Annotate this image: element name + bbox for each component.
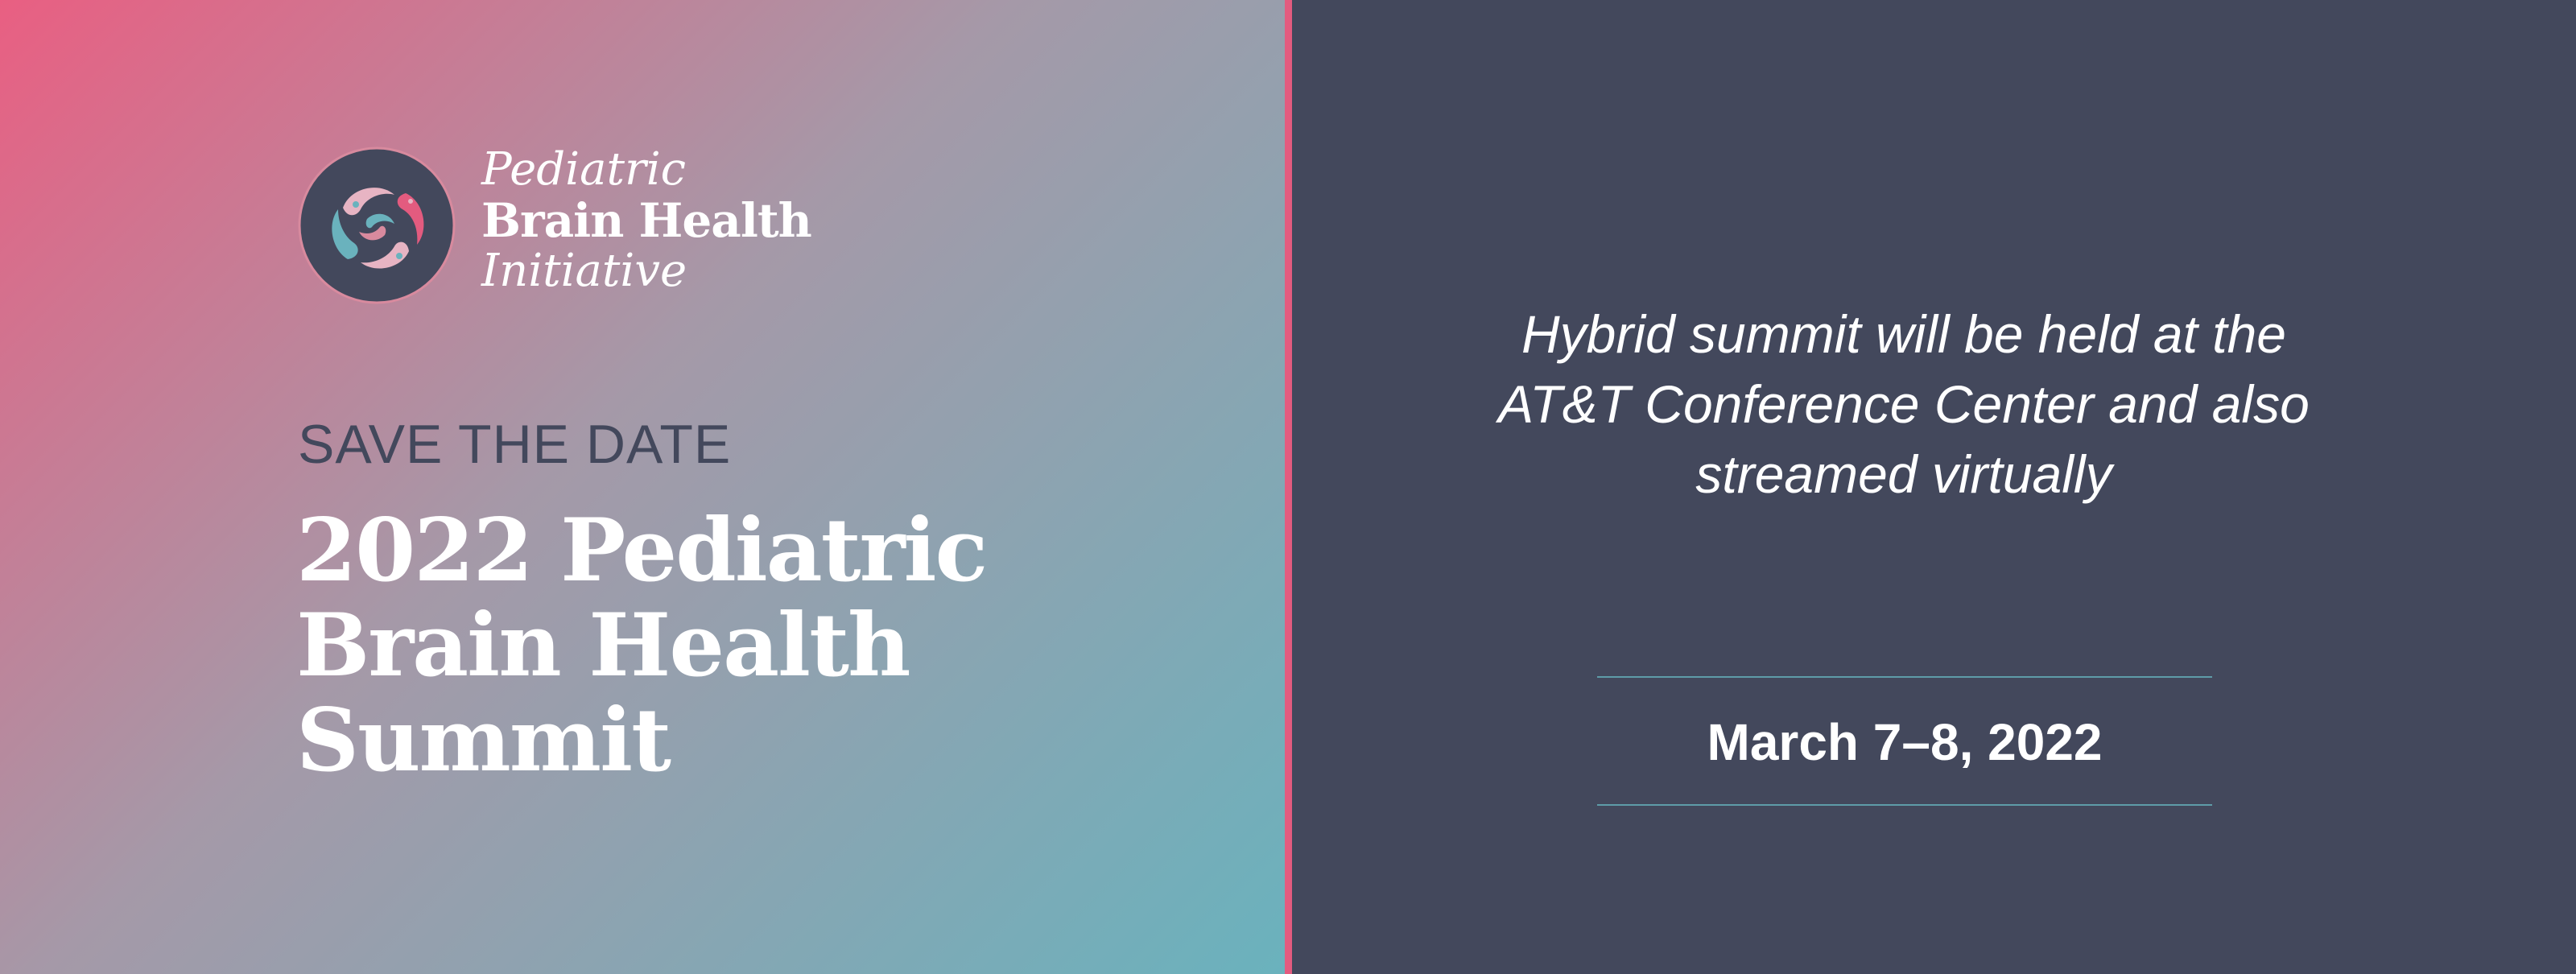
location-line: Hybrid summit will be held at the xyxy=(1521,304,2287,364)
logo-wordmark: Pediatric Brain Health Initiative xyxy=(481,145,860,306)
date-rule-bottom xyxy=(1597,804,2212,806)
event-title: 2022 Pediatric Brain Health Summit xyxy=(296,503,1182,793)
initiative-logo: Pediatric Brain Health Initiative xyxy=(296,143,876,304)
logo-text-initiative: Initiative xyxy=(481,245,687,297)
event-title-line: 2022 Pediatric xyxy=(296,500,988,601)
right-dark-panel xyxy=(1292,0,2576,974)
location-line: AT&T Conference Center and also xyxy=(1498,374,2310,434)
logo-text-pediatric: Pediatric xyxy=(481,143,686,196)
brain-swirl-logo-icon xyxy=(296,145,457,306)
location-description: Hybrid summit will be held at the AT&T C… xyxy=(1417,299,2391,517)
event-title-line: Brain Health xyxy=(296,595,910,696)
panel-divider xyxy=(1285,0,1292,974)
date-rule-top xyxy=(1597,676,2212,678)
logo-text-brain-health: Brain Health xyxy=(481,193,812,248)
event-title-line: Summit xyxy=(296,690,671,791)
event-date: March 7–8, 2022 xyxy=(1707,713,2103,771)
location-line: streamed virtually xyxy=(1695,444,2112,504)
left-gradient-panel xyxy=(0,0,1285,974)
save-the-date-label: SAVE THE DATE xyxy=(298,414,732,475)
